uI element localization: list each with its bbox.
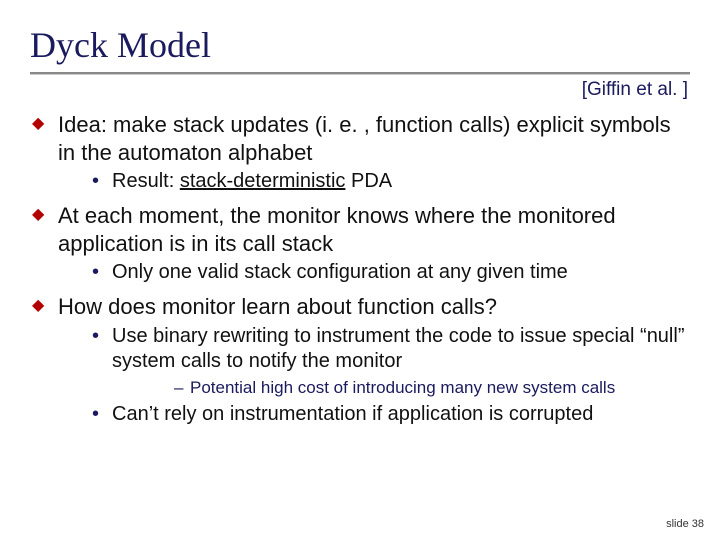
bullet-how-learn: How does monitor learn about function ca… [30,293,690,427]
bullet-valid-config: Only one valid stack configuration at an… [58,260,690,285]
citation-text: [Giffin et al. ] [30,79,690,101]
bullet-text: At each moment, the monitor knows where … [58,203,616,256]
bullet-text: Idea: make stack updates (i. e. , functi… [58,112,671,165]
bullet-text-underline: stack-deterministic [180,170,346,192]
bullet-binary-rewrite: Use binary rewriting to instrument the c… [58,324,690,398]
bullet-idea: Idea: make stack updates (i. e. , functi… [30,111,690,194]
bullet-text: Can’t rely on instrumentation if applica… [112,403,593,425]
bullet-list-level2: Result: stack-deterministic PDA [58,169,690,194]
bullet-cant-rely: Can’t rely on instrumentation if applica… [58,402,690,427]
bullet-moment: At each moment, the monitor knows where … [30,202,690,285]
slide-number: slide 38 [666,518,704,530]
bullet-list-level3: Potential high cost of introducing many … [112,377,690,398]
bullet-high-cost: Potential high cost of introducing many … [112,377,690,398]
bullet-text-pre: Result: [112,170,180,192]
bullet-text: Potential high cost of introducing many … [190,378,615,397]
bullet-list-level1: Idea: make stack updates (i. e. , functi… [30,111,690,427]
bullet-result: Result: stack-deterministic PDA [58,169,690,194]
slide-container: Dyck Model [Giffin et al. ] Idea: make s… [0,0,720,540]
title-rule [30,72,690,75]
bullet-list-level2: Only one valid stack configuration at an… [58,260,690,285]
bullet-list-level2: Use binary rewriting to instrument the c… [58,324,690,427]
slide-title: Dyck Model [30,24,690,66]
bullet-text: Use binary rewriting to instrument the c… [112,325,684,372]
bullet-text-post: PDA [345,170,392,192]
bullet-text: How does monitor learn about function ca… [58,294,497,319]
bullet-text: Only one valid stack configuration at an… [112,261,568,283]
